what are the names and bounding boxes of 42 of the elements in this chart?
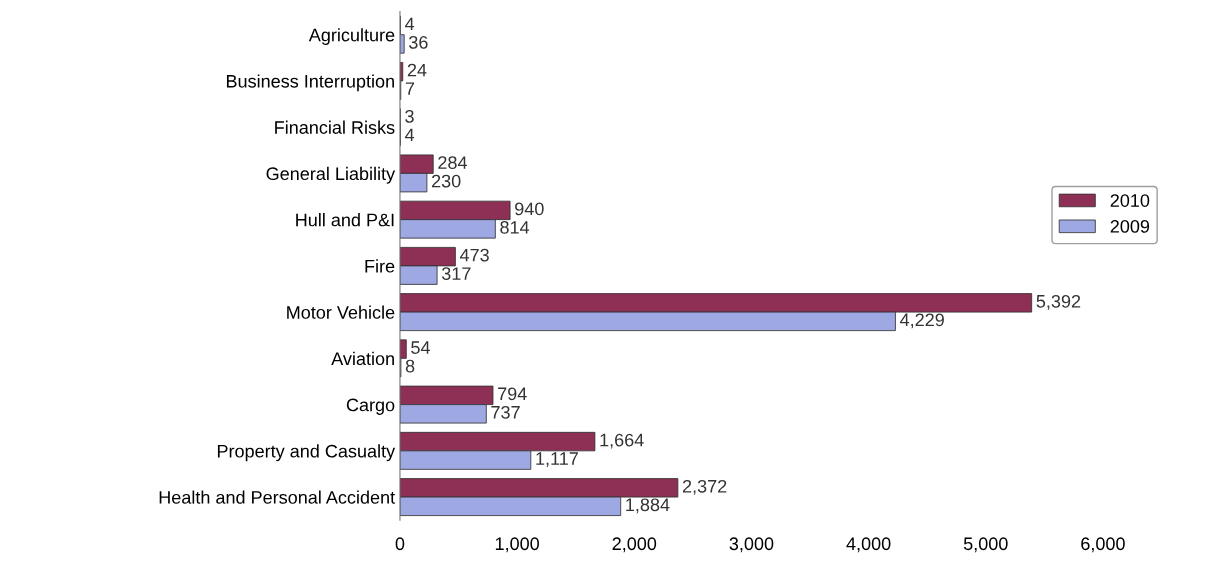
data-label: 737 — [491, 405, 520, 419]
x-tick-label: 1,000 — [495, 537, 540, 553]
y-tick-label: Financial Risks — [275, 120, 395, 134]
data-label: 1,884 — [626, 498, 670, 514]
y-tick-label: Cargo — [346, 398, 395, 415]
y-tick-label: Hull and P&I — [296, 213, 394, 227]
y-tick-label: Health and Personal Accident — [159, 490, 395, 504]
data-label: 7 — [405, 82, 415, 95]
data-label: 3 — [405, 109, 414, 123]
y-tick-label: Agriculture — [308, 28, 395, 45]
data-label: 2,372 — [682, 479, 727, 495]
legend-label: 2010 — [1110, 194, 1150, 207]
data-label: 794 — [498, 387, 527, 401]
y-tick-label: Aviation — [331, 351, 394, 366]
data-label: 317 — [441, 267, 471, 280]
data-label: 473 — [459, 248, 489, 262]
x-tick-label: 2,000 — [612, 537, 657, 553]
data-label: 8 — [405, 359, 415, 373]
y-tick-label: Fire — [365, 259, 395, 273]
data-label: 4,229 — [900, 313, 944, 329]
data-label: 284 — [438, 156, 467, 169]
data-label: 24 — [407, 63, 427, 77]
data-label: 814 — [500, 220, 530, 234]
data-label: 230 — [431, 174, 461, 188]
data-label: 1,664 — [600, 433, 644, 449]
data-label: 4 — [405, 17, 415, 31]
data-label: 5,392 — [1036, 294, 1081, 310]
legend-label: 2009 — [1110, 220, 1150, 233]
x-tick-label: 0 — [395, 537, 405, 551]
data-label: 1,117 — [536, 452, 578, 468]
data-label: 940 — [515, 202, 544, 216]
x-tick-label: 5,000 — [963, 537, 1008, 553]
data-label: 54 — [411, 341, 431, 354]
y-tick-label: Property and Casualty — [217, 444, 396, 462]
y-tick-label: Motor Vehicle — [287, 305, 395, 319]
y-tick-label: Business Interruption — [226, 74, 394, 92]
x-tick-label: 3,000 — [729, 537, 774, 553]
x-tick-label: 4,000 — [846, 537, 891, 553]
data-label: 4 — [405, 128, 415, 142]
x-tick-label: 6,000 — [1081, 537, 1125, 553]
y-tick-label: General Liability — [266, 166, 396, 184]
data-label: 36 — [409, 35, 428, 49]
